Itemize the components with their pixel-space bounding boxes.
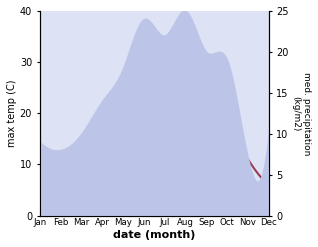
X-axis label: date (month): date (month) bbox=[113, 230, 196, 240]
Y-axis label: med. precipitation
(kg/m2): med. precipitation (kg/m2) bbox=[292, 72, 311, 155]
Y-axis label: max temp (C): max temp (C) bbox=[7, 80, 17, 147]
